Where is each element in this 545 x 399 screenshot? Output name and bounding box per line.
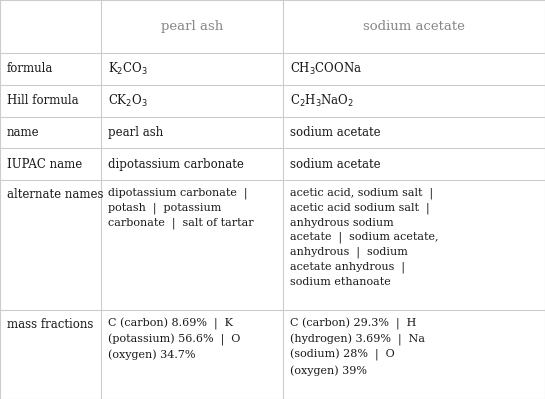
Text: C (carbon) 29.3%  |  H
(hydrogen) 3.69%  |  Na
(sodium) 28%  |  O
(oxygen) 39%: C (carbon) 29.3% | H (hydrogen) 3.69% | … bbox=[290, 318, 426, 376]
Text: sodium acetate: sodium acetate bbox=[364, 20, 465, 33]
Text: pearl ash: pearl ash bbox=[161, 20, 223, 33]
Text: sodium acetate: sodium acetate bbox=[290, 158, 381, 171]
Text: Hill formula: Hill formula bbox=[7, 94, 78, 107]
Text: C (carbon) 8.69%  |  K
(potassium) 56.6%  |  O
(oxygen) 34.7%: C (carbon) 8.69% | K (potassium) 56.6% |… bbox=[108, 318, 240, 360]
Text: dipotassium carbonate  |
potash  |  potassium
carbonate  |  salt of tartar: dipotassium carbonate | potash | potassi… bbox=[108, 188, 253, 229]
Text: formula: formula bbox=[7, 62, 53, 75]
Text: sodium acetate: sodium acetate bbox=[290, 126, 381, 139]
Text: mass fractions: mass fractions bbox=[7, 318, 93, 331]
Text: pearl ash: pearl ash bbox=[108, 126, 163, 139]
Text: C$_2$H$_3$NaO$_2$: C$_2$H$_3$NaO$_2$ bbox=[290, 93, 355, 109]
Text: CK$_2$O$_3$: CK$_2$O$_3$ bbox=[108, 93, 148, 109]
Text: CH$_3$COONa: CH$_3$COONa bbox=[290, 61, 362, 77]
Text: alternate names: alternate names bbox=[7, 188, 104, 201]
Text: dipotassium carbonate: dipotassium carbonate bbox=[108, 158, 244, 171]
Text: K$_2$CO$_3$: K$_2$CO$_3$ bbox=[108, 61, 148, 77]
Text: IUPAC name: IUPAC name bbox=[7, 158, 82, 171]
Text: name: name bbox=[7, 126, 40, 139]
Text: acetic acid, sodium salt  |
acetic acid sodium salt  |
anhydrous sodium
acetate : acetic acid, sodium salt | acetic acid s… bbox=[290, 188, 439, 286]
